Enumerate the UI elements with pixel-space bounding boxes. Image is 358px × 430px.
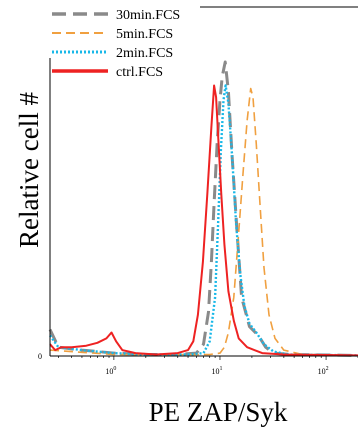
series-line-ctrl-fcs (49, 84, 358, 357)
legend-label: 30min.FCS (116, 8, 180, 23)
axes: 100 101 102 0 (38, 6, 358, 376)
series-line-5min-fcs (49, 87, 358, 357)
y-tick-label: 0 (38, 352, 42, 361)
legend: 30min.FCS 5min.FCS 2min.FCS ctrl.FCS (52, 8, 180, 80)
legend-label: 5min.FCS (116, 27, 173, 42)
series-line-2min-fcs (49, 84, 358, 357)
x-tick-label: 102 (318, 366, 329, 376)
x-axis-title: PE ZAP/Syk (149, 397, 288, 427)
y-axis-title: Relative cell # (14, 92, 44, 248)
plot-area (48, 60, 358, 357)
x-tick-label: 100 (105, 366, 116, 376)
x-tick-label: 101 (211, 366, 222, 376)
legend-label: 2min.FCS (116, 46, 173, 61)
legend-label: ctrl.FCS (116, 65, 163, 80)
series-line-30min-fcs (48, 60, 358, 357)
